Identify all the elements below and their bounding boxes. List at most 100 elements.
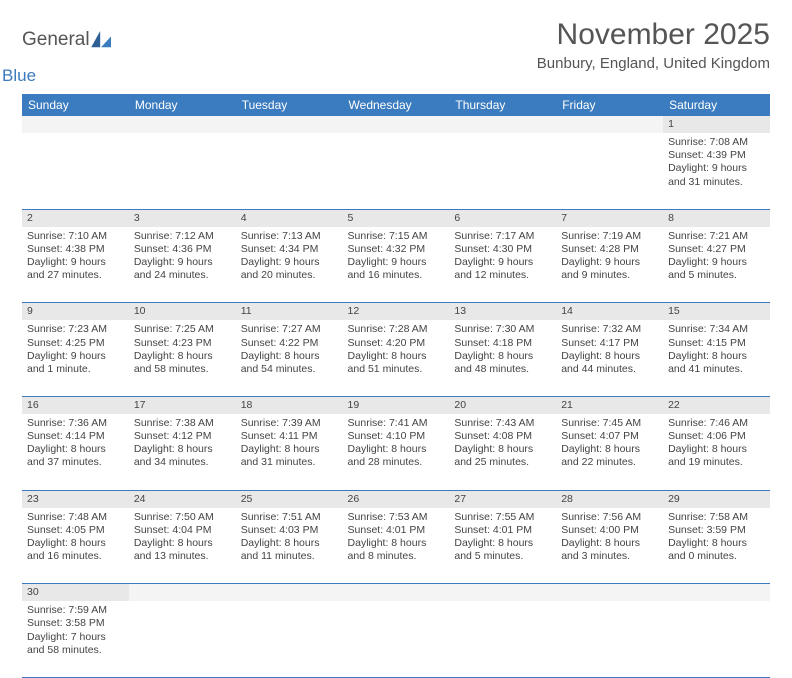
sunset-text: Sunset: 4:04 PM: [134, 524, 231, 537]
day-cell: Sunrise: 7:28 AMSunset: 4:20 PMDaylight:…: [343, 320, 450, 396]
day-cell: Sunrise: 7:50 AMSunset: 4:04 PMDaylight:…: [129, 508, 236, 584]
day-cell: Sunrise: 7:13 AMSunset: 4:34 PMDaylight:…: [236, 227, 343, 303]
month-title: November 2025: [537, 18, 770, 51]
daylight-text: Daylight: 9 hours and 24 minutes.: [134, 256, 231, 282]
day-number-cell: 10: [129, 303, 236, 321]
daylight-text: Daylight: 8 hours and 16 minutes.: [27, 537, 124, 563]
daylight-text: Daylight: 9 hours and 1 minute.: [27, 350, 124, 376]
sunset-text: Sunset: 4:12 PM: [134, 430, 231, 443]
daylight-text: Daylight: 9 hours and 20 minutes.: [241, 256, 338, 282]
sunrise-text: Sunrise: 7:23 AM: [27, 323, 124, 336]
sunrise-text: Sunrise: 7:56 AM: [561, 511, 658, 524]
day-number-cell: 7: [556, 209, 663, 227]
sunset-text: Sunset: 4:06 PM: [668, 430, 765, 443]
day-number-cell: [236, 116, 343, 133]
day-number-row: 1: [22, 116, 770, 133]
day-cell: Sunrise: 7:30 AMSunset: 4:18 PMDaylight:…: [449, 320, 556, 396]
page-header: General Blue November 2025 Bunbury, Engl…: [22, 18, 770, 84]
day-number-cell: [129, 584, 236, 602]
day-number-cell: 21: [556, 396, 663, 414]
daylight-text: Daylight: 9 hours and 12 minutes.: [454, 256, 551, 282]
sunset-text: Sunset: 4:00 PM: [561, 524, 658, 537]
day-cell: Sunrise: 7:27 AMSunset: 4:22 PMDaylight:…: [236, 320, 343, 396]
day-number-cell: 15: [663, 303, 770, 321]
sunrise-text: Sunrise: 7:21 AM: [668, 230, 765, 243]
sunset-text: Sunset: 4:23 PM: [134, 337, 231, 350]
sunrise-text: Sunrise: 7:36 AM: [27, 417, 124, 430]
sunrise-text: Sunrise: 7:55 AM: [454, 511, 551, 524]
day-number-cell: [129, 116, 236, 133]
weekday-header-row: Sunday Monday Tuesday Wednesday Thursday…: [22, 94, 770, 116]
daylight-text: Daylight: 8 hours and 3 minutes.: [561, 537, 658, 563]
daylight-text: Daylight: 8 hours and 28 minutes.: [348, 443, 445, 469]
day-number-cell: 16: [22, 396, 129, 414]
sunset-text: Sunset: 4:01 PM: [454, 524, 551, 537]
day-cell: [556, 133, 663, 209]
sunset-text: Sunset: 4:17 PM: [561, 337, 658, 350]
day-cell: Sunrise: 7:56 AMSunset: 4:00 PMDaylight:…: [556, 508, 663, 584]
day-number-cell: 28: [556, 490, 663, 508]
day-cell: Sunrise: 7:17 AMSunset: 4:30 PMDaylight:…: [449, 227, 556, 303]
daylight-text: Daylight: 8 hours and 19 minutes.: [668, 443, 765, 469]
day-cell: Sunrise: 7:36 AMSunset: 4:14 PMDaylight:…: [22, 414, 129, 490]
day-number-cell: 26: [343, 490, 450, 508]
daylight-text: Daylight: 8 hours and 37 minutes.: [27, 443, 124, 469]
sunrise-text: Sunrise: 7:59 AM: [27, 604, 124, 617]
day-number-cell: 3: [129, 209, 236, 227]
sunrise-text: Sunrise: 7:58 AM: [668, 511, 765, 524]
weekday-header: Thursday: [449, 94, 556, 116]
day-cell: Sunrise: 7:15 AMSunset: 4:32 PMDaylight:…: [343, 227, 450, 303]
day-cell: Sunrise: 7:10 AMSunset: 4:38 PMDaylight:…: [22, 227, 129, 303]
daylight-text: Daylight: 8 hours and 5 minutes.: [454, 537, 551, 563]
sunset-text: Sunset: 3:58 PM: [27, 617, 124, 630]
week-row: Sunrise: 7:23 AMSunset: 4:25 PMDaylight:…: [22, 320, 770, 396]
day-number-cell: 5: [343, 209, 450, 227]
day-number-cell: 27: [449, 490, 556, 508]
day-cell: Sunrise: 7:53 AMSunset: 4:01 PMDaylight:…: [343, 508, 450, 584]
sunset-text: Sunset: 4:18 PM: [454, 337, 551, 350]
sunset-text: Sunset: 4:22 PM: [241, 337, 338, 350]
day-cell: Sunrise: 7:46 AMSunset: 4:06 PMDaylight:…: [663, 414, 770, 490]
sunset-text: Sunset: 4:10 PM: [348, 430, 445, 443]
sunrise-text: Sunrise: 7:46 AM: [668, 417, 765, 430]
daylight-text: Daylight: 9 hours and 27 minutes.: [27, 256, 124, 282]
daylight-text: Daylight: 8 hours and 11 minutes.: [241, 537, 338, 563]
daylight-text: Daylight: 8 hours and 31 minutes.: [241, 443, 338, 469]
daylight-text: Daylight: 8 hours and 41 minutes.: [668, 350, 765, 376]
daylight-text: Daylight: 8 hours and 13 minutes.: [134, 537, 231, 563]
sunrise-text: Sunrise: 7:45 AM: [561, 417, 658, 430]
location-text: Bunbury, England, United Kingdom: [537, 55, 770, 72]
logo-text-general: General: [22, 30, 90, 49]
daylight-text: Daylight: 8 hours and 58 minutes.: [134, 350, 231, 376]
day-number-cell: [449, 116, 556, 133]
day-number-cell: 30: [22, 584, 129, 602]
sunset-text: Sunset: 4:11 PM: [241, 430, 338, 443]
day-number-cell: 20: [449, 396, 556, 414]
day-number-row: 2345678: [22, 209, 770, 227]
sunrise-text: Sunrise: 7:41 AM: [348, 417, 445, 430]
sunrise-text: Sunrise: 7:43 AM: [454, 417, 551, 430]
day-number-cell: [556, 584, 663, 602]
daylight-text: Daylight: 8 hours and 34 minutes.: [134, 443, 231, 469]
weekday-header: Friday: [556, 94, 663, 116]
daylight-text: Daylight: 8 hours and 25 minutes.: [454, 443, 551, 469]
day-number-cell: 1: [663, 116, 770, 133]
day-cell: [22, 133, 129, 209]
daylight-text: Daylight: 9 hours and 9 minutes.: [561, 256, 658, 282]
day-cell: Sunrise: 7:43 AMSunset: 4:08 PMDaylight:…: [449, 414, 556, 490]
sunset-text: Sunset: 4:14 PM: [27, 430, 124, 443]
title-block: November 2025 Bunbury, England, United K…: [537, 18, 770, 72]
day-number-cell: 19: [343, 396, 450, 414]
day-cell: [343, 601, 450, 677]
day-number-cell: 4: [236, 209, 343, 227]
day-cell: Sunrise: 7:45 AMSunset: 4:07 PMDaylight:…: [556, 414, 663, 490]
week-row: Sunrise: 7:08 AMSunset: 4:39 PMDaylight:…: [22, 133, 770, 209]
day-number-cell: [449, 584, 556, 602]
day-cell: [663, 601, 770, 677]
day-number-cell: [343, 116, 450, 133]
sunrise-text: Sunrise: 7:34 AM: [668, 323, 765, 336]
sunset-text: Sunset: 4:03 PM: [241, 524, 338, 537]
daylight-text: Daylight: 8 hours and 51 minutes.: [348, 350, 445, 376]
daylight-text: Daylight: 8 hours and 44 minutes.: [561, 350, 658, 376]
sunset-text: Sunset: 4:38 PM: [27, 243, 124, 256]
